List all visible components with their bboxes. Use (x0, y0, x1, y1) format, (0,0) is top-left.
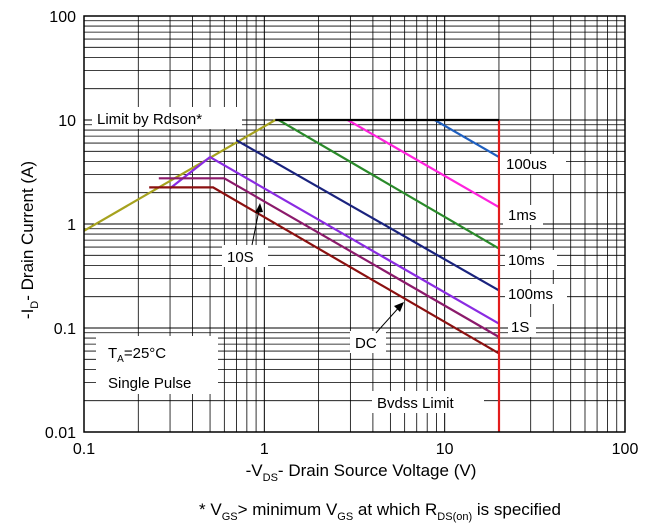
ta-symbol: T (108, 345, 117, 362)
label-single-pulse: Single Pulse (108, 375, 191, 392)
arrowhead-dc (394, 302, 404, 312)
x-axis-subscript: DS (263, 472, 278, 484)
x-tick-label: 100 (612, 441, 639, 458)
x-tick-label: 10 (436, 441, 454, 458)
label-1ms: 1ms (508, 207, 536, 224)
y-axis-subscript: D (29, 301, 41, 309)
label-dc: DC (355, 335, 377, 352)
ta-subscript: A (117, 354, 124, 365)
label-bg-bvdss (372, 391, 484, 413)
label-bg-conditions (96, 336, 218, 394)
series-10ms (278, 119, 500, 250)
y-tick-label: 10 (58, 113, 76, 130)
series-1ms (347, 119, 500, 209)
y-axis-title: -ID- Drain Current (A) (18, 161, 41, 319)
series-10s (158, 177, 500, 338)
label-10s: 10S (227, 249, 254, 266)
label-bg-1s (508, 317, 536, 337)
label-bg-limit-rdson (92, 107, 242, 129)
y-tick-label: 0.01 (45, 425, 76, 442)
label-bg-1ms (503, 205, 543, 225)
label-limit-rdson: Limit by Rdson* (97, 111, 202, 128)
x-axis-title: -VDS- Drain Source Voltage (V) (246, 461, 477, 484)
label-1s: 1S (511, 319, 529, 336)
x-axis-label: Drain Source Voltage (V) (288, 461, 476, 480)
label-bg-10ms (505, 250, 557, 270)
y-tick-label: 0.1 (54, 321, 76, 338)
x-axis-symbol: -V (246, 461, 264, 480)
label-100ms: 100ms (508, 286, 553, 303)
series-dc (149, 186, 500, 355)
label-bg-100us (500, 154, 566, 174)
annotations: Limit by Rdson* 100us 1ms 10ms 100ms 1S … (92, 107, 567, 413)
footnote: * VGS> minimum VGS at which RDS(on) is s… (199, 500, 561, 523)
label-bg-100ms (505, 284, 567, 304)
series-100ms (235, 139, 500, 292)
y-tick-label: 100 (49, 9, 76, 26)
x-axis-separator: - (278, 461, 288, 480)
x-tick-label: 1 (260, 441, 269, 458)
y-axis-label: Drain Current (A) (18, 161, 37, 290)
footnote-dson: DS(on) (437, 511, 472, 523)
footnote-end: is specified (472, 500, 561, 519)
footnote-mid2: at which R (353, 500, 437, 519)
label-bg-dc (350, 331, 386, 353)
label-bvdss: Bvdss Limit (377, 395, 455, 412)
y-tick-label: 1 (67, 217, 76, 234)
footnote-gs1: GS (222, 511, 238, 523)
label-bg-10s (222, 245, 268, 267)
series-lines (83, 118, 501, 432)
series-limit-by-rdson (83, 119, 276, 232)
x-tick-label: 0.1 (73, 441, 95, 458)
footnote-star: * V (199, 500, 222, 519)
label-ta: TA=25°C (108, 345, 166, 365)
series-100us (434, 119, 500, 159)
label-10ms: 10ms (508, 252, 545, 269)
plot-frame (83, 15, 626, 433)
label-100us: 100us (506, 156, 547, 173)
y-axis-separator: - (18, 290, 37, 300)
footnote-gs2: GS (337, 511, 353, 523)
footnote-mid: > minimum V (238, 500, 338, 519)
y-axis-symbol: -I (18, 309, 37, 319)
ta-value: =25°C (124, 345, 166, 362)
arrowhead-10s (255, 203, 263, 213)
